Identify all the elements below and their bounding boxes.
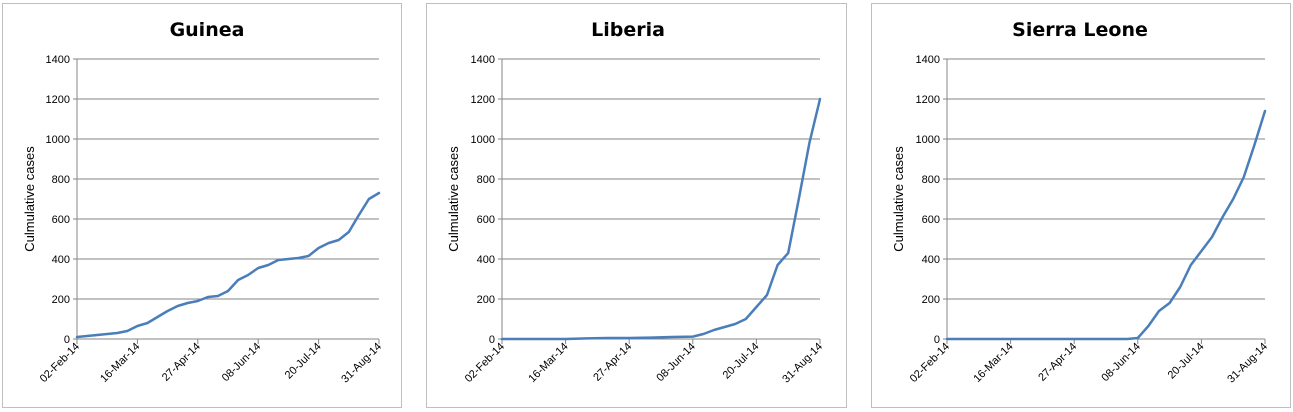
y-tick-label: 1200 [46,94,70,106]
x-tick-label: 02-Feb-14 [463,341,507,385]
x-tick-label: 27-Apr-14 [1036,341,1079,384]
x-tick-label: 27-Apr-14 [160,341,203,384]
series-line-guinea [75,191,381,339]
chart-guinea: Guinea Culmulative cases 0 200 400 600 800 1000… [22,19,384,386]
y-tick-label: 800 [477,174,495,186]
y-tick-label: 600 [52,214,70,226]
y-tick-label: 0 [934,334,940,346]
y-axis-label: Culmulative cases [22,146,37,252]
y-tick-label: 800 [52,174,70,186]
x-tick-label: 02-Feb-14 [38,341,82,385]
y-tick-label: 200 [922,294,940,306]
x-tick-label: 31-Aug-14 [780,341,825,386]
chart-panel-guinea: Guinea Culmulative cases 0 200 400 600 800 1000… [2,3,402,408]
y-tick-label: 0 [64,334,70,346]
chart-title: Sierra Leone [1012,19,1148,41]
y-tick-label: 0 [489,334,495,346]
y-tick-label: 400 [477,254,495,266]
x-tick-label: 08-Jun-14 [654,341,698,385]
y-tick-label: 600 [922,214,940,226]
y-tick-label: 800 [922,174,940,186]
x-tick-label: 27-Apr-14 [591,341,634,384]
y-tick-label: 600 [477,214,495,226]
chart-panel-liberia: Liberia Culmulative cases 0 200 400 600 800 100… [426,3,847,408]
x-tick-label: 31-Aug-14 [1225,341,1270,386]
chart-title: Guinea [170,19,245,41]
x-tick-label: 20-Jul-14 [283,341,324,382]
y-tick-label: 400 [922,254,940,266]
y-tick-label: 200 [52,294,70,306]
y-tick-label: 200 [477,294,495,306]
chart-title: Liberia [591,19,665,41]
y-tick-label: 1000 [916,134,940,146]
x-tick-label: 02-Feb-14 [908,341,952,385]
y-tick-label: 1400 [46,54,70,66]
chart-sierra-leone: Sierra Leone Culmulative cases 0 200 400 600 8… [891,19,1270,386]
y-tick-label: 1400 [916,54,940,66]
y-tick-label: 1000 [46,134,70,146]
chart-liberia: Liberia Culmulative cases 0 200 400 600 800 100… [446,19,825,386]
x-tick-label: 08-Jun-14 [220,341,264,385]
y-axis-label: Culmulative cases [446,146,461,252]
series-line-sierra-leone [945,109,1267,341]
x-tick-label: 20-Jul-14 [1166,341,1207,382]
x-tick-label: 08-Jun-14 [1099,341,1143,385]
chart-panel-sierra-leone: Sierra Leone Culmulative cases 0 200 400 600 8… [871,3,1291,408]
x-tick-label: 20-Jul-14 [721,341,762,382]
x-tick-label: 16-Mar-14 [526,341,570,385]
y-axis-label: Culmulative cases [891,146,906,252]
x-tick-label: 16-Mar-14 [971,341,1015,385]
y-tick-label: 1200 [471,94,495,106]
y-tick-label: 1200 [916,94,940,106]
x-tick-label: 31-Aug-14 [339,341,384,386]
series-line-liberia [500,97,822,341]
y-tick-label: 1000 [471,134,495,146]
x-tick-label: 16-Mar-14 [98,341,142,385]
y-tick-label: 1400 [471,54,495,66]
y-tick-label: 400 [52,254,70,266]
